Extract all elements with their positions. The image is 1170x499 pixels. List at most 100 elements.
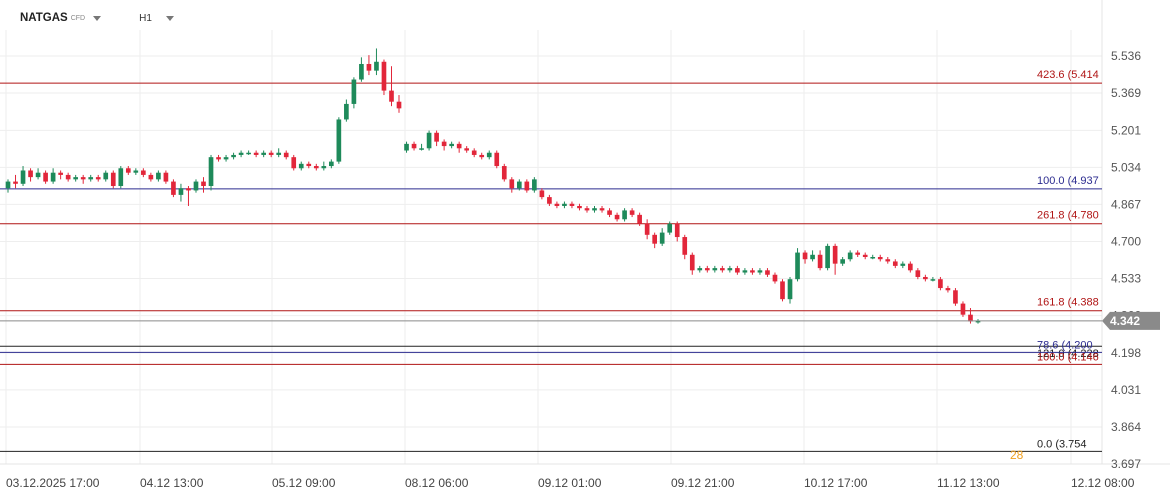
candle-body <box>584 208 590 211</box>
candle-body <box>915 270 921 277</box>
candle-body <box>141 170 146 175</box>
candle-body <box>419 148 424 150</box>
x-tick-label: 09.12 01:00 <box>538 476 602 490</box>
candle-body <box>644 223 650 235</box>
candle-body <box>88 177 94 180</box>
candle-body <box>216 157 221 160</box>
last-price-value: 4.342 <box>1110 314 1140 328</box>
candle-body <box>862 254 868 258</box>
fib-level-label: 0.0 (3.754 <box>1037 438 1087 450</box>
candle-body <box>817 254 823 269</box>
candle-body <box>704 268 710 271</box>
candle-body <box>742 270 748 273</box>
candle-body <box>975 320 981 323</box>
y-tick-label: 3.864 <box>1111 420 1141 434</box>
candle-body <box>509 179 515 189</box>
candle-body <box>682 237 688 255</box>
candle-body <box>261 152 266 155</box>
candle-body <box>697 268 703 271</box>
candle-body <box>95 177 101 180</box>
y-tick-label: 5.034 <box>1111 160 1141 174</box>
candle-body <box>80 177 86 180</box>
candle-body <box>765 270 770 275</box>
candle-body <box>321 166 327 169</box>
fib-level-label: 100.0 (4.146 <box>1037 351 1099 363</box>
candle-body <box>441 141 447 147</box>
symbol-name: NATGAS <box>20 12 68 24</box>
candle-body <box>569 203 575 206</box>
candle-body <box>329 161 334 167</box>
candle-body <box>336 119 342 162</box>
candle-body <box>720 268 725 271</box>
candle-body <box>471 150 477 155</box>
fib-level-label: 121.0 (4.228 <box>1037 348 1099 360</box>
candle-body <box>283 152 289 158</box>
candle-body <box>832 245 838 264</box>
candle-body <box>456 143 462 149</box>
candle-body <box>652 234 657 244</box>
candle-body <box>28 170 33 178</box>
y-tick-label: 4.198 <box>1111 346 1141 360</box>
candle-body <box>186 188 191 191</box>
candle-body <box>840 259 845 264</box>
candle-body <box>750 270 755 273</box>
candle-body <box>659 232 665 244</box>
candle-body <box>825 245 830 269</box>
fib-level-label: 100.0 (4.937 <box>1037 175 1099 187</box>
candle-body <box>923 276 928 280</box>
candle-body <box>968 314 973 322</box>
y-tick-label: 5.536 <box>1111 49 1141 63</box>
y-tick-label: 4.700 <box>1111 234 1141 248</box>
candle-body <box>607 210 612 215</box>
candle-body <box>501 166 507 180</box>
candle-body <box>637 214 642 224</box>
candle-body <box>486 152 492 158</box>
candle-body <box>103 172 109 180</box>
candle-body <box>892 261 898 266</box>
candle-body <box>389 90 394 102</box>
candle-body <box>599 208 605 211</box>
candle-body <box>411 143 417 149</box>
symbol-type: CFD <box>70 14 86 22</box>
candle-body <box>5 181 11 189</box>
candle-body <box>374 61 379 71</box>
last-price-badge <box>1102 311 1160 330</box>
candle-body <box>810 254 815 260</box>
candle-body <box>396 101 402 109</box>
candle-body <box>727 268 733 271</box>
x-tick-label: 11.12 13:00 <box>937 476 1000 490</box>
candle-body <box>13 181 18 184</box>
watermark-logo: 28 <box>1010 448 1024 462</box>
symbol-dropdown-chevron-down-icon[interactable] <box>93 15 102 21</box>
candle-body <box>65 174 71 180</box>
candle-body <box>208 157 214 187</box>
candle-body <box>855 252 861 255</box>
candle-body <box>276 152 282 155</box>
x-tick-label: 12.12 08:00 <box>1071 476 1135 490</box>
candle-body <box>366 63 372 71</box>
candle-body <box>35 172 41 178</box>
candle-body <box>757 270 763 273</box>
x-tick-label: 10.12 17:00 <box>804 476 868 490</box>
candle-body <box>351 79 357 104</box>
y-tick-label: 5.201 <box>1111 123 1141 137</box>
candle-body <box>193 181 199 191</box>
candle-body <box>847 252 853 260</box>
candle-body <box>246 152 251 155</box>
x-tick-label: 04.12 13:00 <box>140 476 204 490</box>
candle-body <box>58 172 63 175</box>
candle-body <box>268 152 274 155</box>
candle-body <box>404 143 409 151</box>
candle-body <box>253 152 259 155</box>
timeframe-label: H1 <box>139 12 152 24</box>
fib-level-label: 261.8 (4.780 <box>1037 210 1099 222</box>
candle-body <box>900 263 906 266</box>
candle-body <box>291 157 297 169</box>
timeframe-dropdown-chevron-down-icon[interactable] <box>165 15 174 21</box>
candle-body <box>231 154 236 158</box>
fib-level-label: 423.6 (5.414 <box>1037 69 1099 81</box>
candle-body <box>712 268 718 271</box>
candle-body <box>344 103 349 120</box>
candle-body <box>516 181 522 189</box>
